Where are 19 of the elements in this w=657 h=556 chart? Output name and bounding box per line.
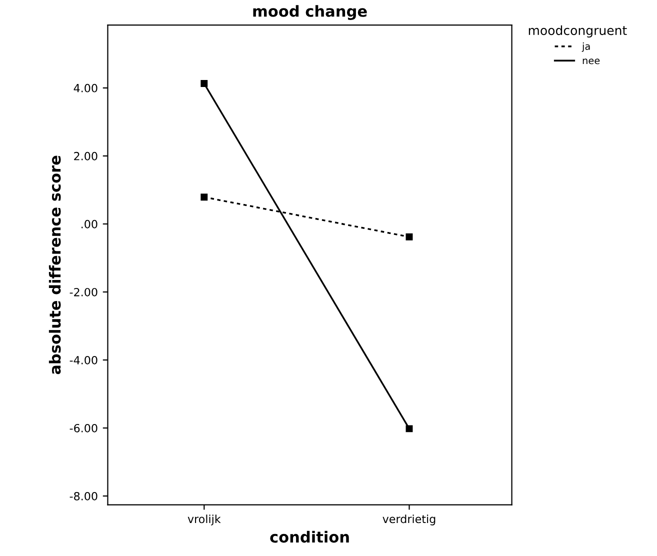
y-tick-label: -2.00 — [70, 288, 98, 296]
legend-title: moodcongruent — [528, 25, 627, 38]
y-tick-label: .00 — [82, 220, 98, 228]
legend-label: ja — [582, 42, 590, 52]
y-tick-label: -6.00 — [70, 424, 98, 432]
x-tick-label: vrolijk — [188, 514, 221, 526]
x-tick-label: verdrietig — [382, 514, 436, 526]
point — [406, 233, 413, 240]
chart-title: mood change — [253, 5, 367, 20]
point — [406, 425, 413, 432]
y-tick-label: -4.00 — [70, 356, 98, 364]
point — [200, 80, 208, 87]
legend-label: nee — [582, 58, 600, 64]
y-axis-title: absolute difference score — [48, 156, 61, 374]
y-tick-label: -8.00 — [70, 492, 98, 500]
y-tick-label: 4.00 — [74, 84, 98, 92]
y-tick-label: 2.00 — [74, 152, 98, 160]
x-axis-title: condition — [270, 530, 349, 543]
point — [200, 194, 208, 201]
